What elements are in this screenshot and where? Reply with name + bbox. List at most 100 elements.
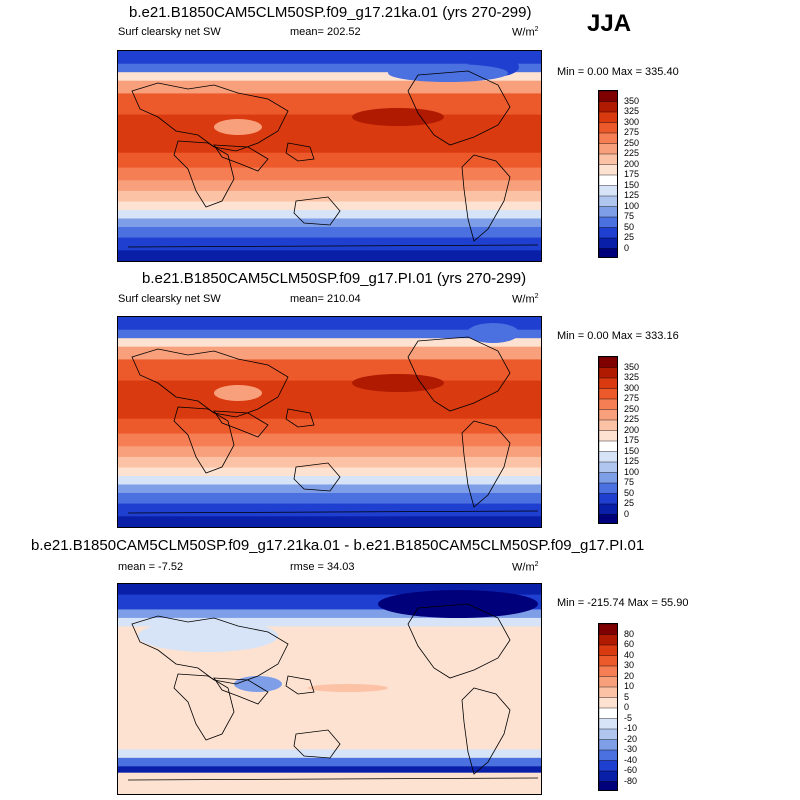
panel-3-title: b.e21.B1850CAM5CLM50SP.f09_g17.21ka.01 -…	[31, 537, 645, 554]
panel-2-field-label: Surf clearsky net SW	[118, 293, 221, 305]
colorbar-swatch	[599, 472, 617, 484]
colorbar-tick-label: 25	[624, 232, 635, 242]
colorbar-swatch	[599, 227, 617, 239]
map-coastline	[173, 673, 235, 741]
map-zonal-band	[118, 80, 541, 94]
colorbar-swatch	[599, 419, 617, 432]
colorbar-swatch	[599, 770, 617, 783]
map-zonal-band	[118, 346, 541, 360]
panel-3-units: W/m2	[512, 561, 539, 574]
colorbar-swatch	[599, 143, 617, 155]
colorbar-swatch	[599, 451, 617, 463]
map-coastline	[131, 615, 289, 685]
map-coastline	[285, 408, 315, 428]
map-polar-region	[467, 323, 519, 343]
colorbar-tick-label: 300	[624, 116, 640, 127]
map-max-region	[352, 374, 444, 392]
map-coastline	[293, 196, 341, 226]
colorbar-tick-label: -20	[624, 733, 638, 744]
panel-3-minmax: Min = -215.74 Max = 55.90	[557, 597, 689, 609]
colorbar-swatch	[599, 248, 617, 257]
map-land-feature	[214, 119, 262, 135]
map-zonal-band	[118, 190, 541, 203]
map-zonal-band	[118, 114, 541, 154]
colorbar-tick-label: 225	[624, 148, 640, 158]
colorbar-tick-label: 200	[624, 158, 640, 169]
map-zonal-band	[118, 772, 541, 794]
map-coastline	[131, 82, 289, 152]
colorbar-swatch	[599, 195, 617, 208]
colorbar-tick-label: 300	[624, 382, 640, 393]
panel-2-mean-label: mean= 210.04	[290, 293, 361, 305]
colorbar-tick-label: 150	[624, 445, 640, 456]
colorbar-tick-label: -60	[624, 765, 638, 775]
map-zonal-band	[118, 359, 541, 382]
colorbar-tick-label: 100	[624, 466, 640, 477]
map-zonal-band	[118, 516, 541, 527]
colorbar-swatch	[599, 237, 617, 250]
map-zonal-band	[118, 766, 541, 774]
panel-2-map	[117, 316, 542, 528]
map-land-feature	[214, 385, 262, 401]
map-zonal-band	[118, 380, 541, 420]
colorbar-tick-label: 175	[624, 435, 640, 445]
colorbar-tick-label: -40	[624, 754, 638, 765]
colorbar-swatch	[599, 185, 617, 197]
map-zonal-band	[118, 329, 541, 339]
map-zonal-band	[118, 503, 541, 517]
colorbar-tick-label: 250	[624, 403, 640, 414]
map-coastline	[131, 348, 289, 418]
panel-3-map	[117, 583, 542, 795]
map-zonal-band	[118, 72, 541, 82]
colorbar-swatch	[599, 367, 617, 379]
colorbar-tick-label: 0	[624, 702, 630, 712]
panel-2-colorbar	[598, 356, 618, 524]
colorbar-swatch	[599, 781, 617, 790]
map-positive-anomaly	[308, 684, 388, 692]
colorbar-swatch	[599, 655, 617, 667]
colorbar-swatch	[599, 718, 617, 730]
map-zonal-band	[118, 476, 541, 486]
map-coastline	[173, 406, 235, 474]
colorbar-tick-label: 0	[624, 242, 630, 253]
panel-3-rmse-label: rmse = 34.03	[290, 561, 355, 573]
map-zonal-band	[118, 484, 541, 494]
colorbar-swatch	[599, 697, 617, 709]
map-zonal-band	[118, 93, 541, 116]
map-zonal-band	[118, 167, 541, 181]
map-coastline	[407, 603, 511, 679]
colorbar-swatch	[599, 153, 617, 166]
map-zonal-band	[118, 757, 541, 767]
panel-2-units: W/m2	[512, 293, 539, 306]
colorbar-tick-label: -30	[624, 744, 638, 754]
map-zonal-band	[118, 617, 541, 627]
colorbar-swatch	[599, 665, 617, 678]
panel-1-colorbar	[598, 90, 618, 258]
season-label: JJA	[587, 10, 632, 37]
colorbar-swatch	[599, 430, 617, 442]
map-negative-anomaly	[234, 676, 282, 692]
map-coastline	[213, 144, 269, 172]
panel-2-title: b.e21.B1850CAM5CLM50SP.f09_g17.PI.01 (yr…	[142, 270, 527, 287]
map-coastline	[213, 677, 269, 705]
colorbar-tick-label: 50	[624, 487, 635, 498]
map-zonal-band	[118, 250, 541, 261]
colorbar-swatch	[599, 398, 617, 411]
colorbar-tick-label: 0	[624, 508, 630, 519]
colorbar-swatch	[599, 206, 617, 218]
colorbar-tick-label: 350	[624, 95, 640, 106]
panel-1-map	[117, 50, 542, 262]
map-coastline	[461, 420, 511, 508]
colorbar-tick-label: 40	[624, 649, 635, 660]
colorbar-swatch	[599, 707, 617, 720]
map-zonal-band	[118, 218, 541, 228]
panel-1-field-label: Surf clearsky net SW	[118, 26, 221, 38]
map-coastline	[127, 510, 539, 514]
colorbar-tick-label: 325	[624, 372, 640, 382]
colorbar-swatch	[599, 686, 617, 699]
map-max-region	[352, 108, 444, 126]
colorbar-tick-label: 250	[624, 137, 640, 148]
map-zonal-band	[118, 584, 541, 596]
map-coastline	[285, 142, 315, 162]
colorbar-swatch	[599, 760, 617, 772]
